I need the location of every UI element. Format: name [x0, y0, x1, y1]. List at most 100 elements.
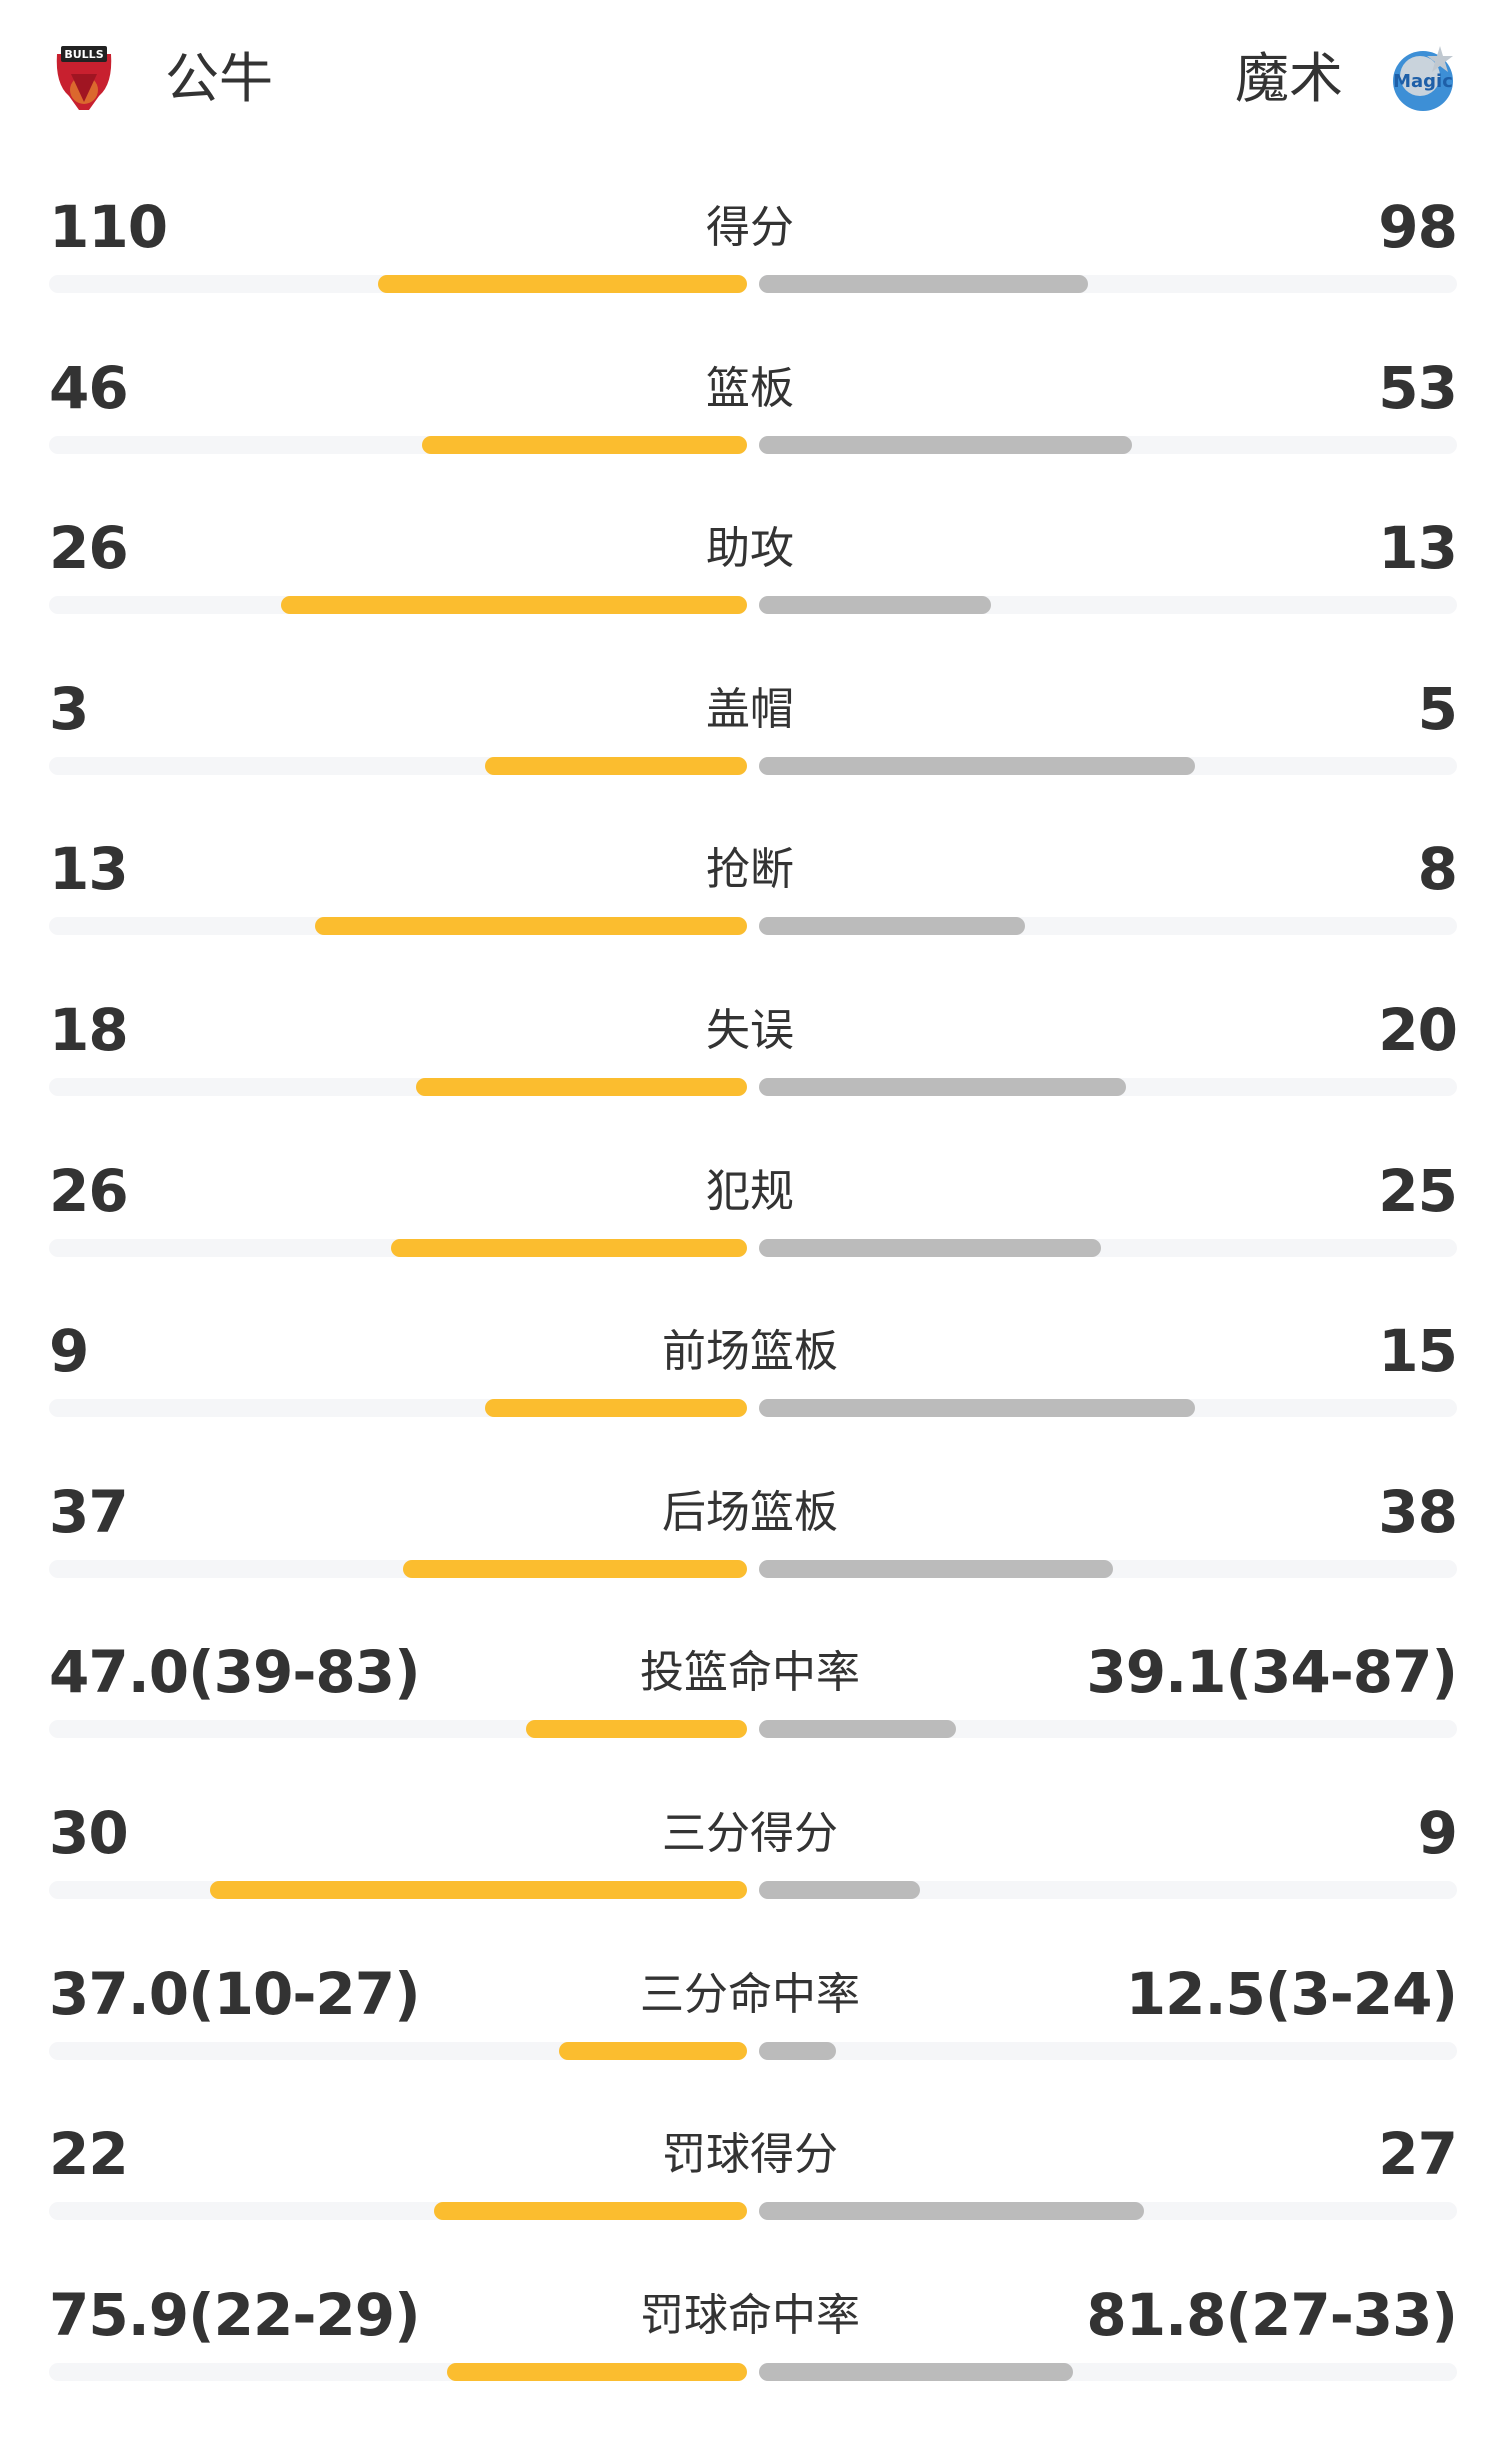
stat-label: 抢断 [706, 844, 794, 896]
away-bar-track [759, 1720, 1457, 1739]
home-bar-track [49, 917, 747, 936]
svg-text:Magic: Magic [1393, 71, 1453, 92]
home-bar-track [49, 1238, 747, 1257]
away-bar-track [759, 275, 1457, 293]
home-value: 26 [49, 1156, 129, 1225]
home-value: 110 [49, 193, 168, 261]
stat-label: 后场篮板 [662, 1486, 838, 1538]
away-bar-track [759, 2362, 1457, 2381]
away-value: 9 [1417, 1799, 1458, 1867]
home-value: 37.0(10-27) [49, 1959, 421, 2028]
stat-label: 失误 [706, 1005, 794, 1056]
away-value: 98 [1378, 193, 1458, 261]
home-value: 3 [49, 674, 89, 743]
stat-row: 47.0(39-83) 投篮命中率 39.1(34-87) [0, 1637, 1500, 1797]
stat-label: 三分命中率 [640, 1968, 860, 2020]
away-bar [759, 1399, 1196, 1418]
home-bar [391, 1238, 747, 1257]
stat-row: 18 失误 20 [0, 995, 1500, 1155]
home-bar-track [49, 1881, 747, 1899]
away-bar [759, 1078, 1127, 1096]
stat-label: 前场篮板 [662, 1326, 838, 1378]
stat-label: 犯规 [706, 1165, 794, 1217]
away-bar-track [759, 1559, 1457, 1578]
team-header: BULLS 公牛 魔术 Magic [0, 0, 1500, 160]
away-bar-track [759, 596, 1457, 615]
stat-row: 110 得分 98 [0, 192, 1500, 352]
stat-row: 9 前场篮板 15 [0, 1316, 1500, 1476]
home-bar [559, 2041, 747, 2060]
away-bar-track [759, 2202, 1457, 2221]
home-bar [314, 917, 747, 936]
away-bar [759, 2362, 1074, 2381]
home-bar [525, 1720, 747, 1739]
away-bar-track [759, 756, 1457, 775]
home-bar-track [49, 1720, 747, 1739]
home-value: 37 [49, 1477, 129, 1546]
away-bar [759, 435, 1133, 454]
home-bar-track [49, 2202, 747, 2221]
bulls-logo-icon: BULLS [56, 46, 112, 110]
home-bar [377, 275, 747, 293]
away-bar [759, 275, 1088, 293]
away-bar [759, 2202, 1144, 2221]
away-value: 12.5(3-24) [1125, 1959, 1458, 2028]
home-value: 47.0(39-83) [49, 1638, 421, 1707]
stat-row: 30 三分得分 9 [0, 1798, 1500, 1958]
away-bar [759, 596, 992, 615]
stat-label: 三分得分 [662, 1808, 838, 1859]
home-bar-track [49, 2362, 747, 2381]
stat-label: 罚球命中率 [640, 2289, 860, 2341]
home-bar-track [49, 2041, 747, 2060]
away-value: 8 [1417, 835, 1458, 904]
home-value: 26 [49, 514, 129, 583]
stat-label: 罚球得分 [662, 2129, 838, 2181]
stat-row: 22 罚球得分 27 [0, 2119, 1500, 2279]
away-bar [759, 1238, 1102, 1257]
home-bar-track [49, 756, 747, 775]
stat-row: 37.0(10-27) 三分命中率 12.5(3-24) [0, 1959, 1500, 2119]
away-value: 5 [1417, 674, 1458, 743]
home-bar [446, 2362, 747, 2381]
home-bar-track [49, 1559, 747, 1578]
stat-row: 13 抢断 8 [0, 834, 1500, 994]
away-bar [759, 1559, 1113, 1578]
away-bar-track [759, 1399, 1457, 1418]
stat-row: 26 助攻 13 [0, 513, 1500, 673]
home-value: 18 [49, 996, 129, 1064]
stat-row: 3 盖帽 5 [0, 674, 1500, 834]
home-bar-track [49, 1078, 747, 1096]
stat-label: 投篮命中率 [640, 1647, 860, 1699]
away-value: 39.1(34-87) [1086, 1638, 1458, 1707]
away-value: 20 [1378, 996, 1458, 1064]
away-value: 38 [1378, 1477, 1458, 1546]
away-value: 25 [1378, 1156, 1458, 1225]
svg-text:BULLS: BULLS [64, 48, 103, 61]
away-value: 13 [1378, 514, 1458, 583]
stat-row: 26 犯规 25 [0, 1156, 1500, 1316]
home-bar-track [49, 596, 747, 615]
home-bar [422, 435, 747, 454]
stat-row: 37 后场篮板 38 [0, 1477, 1500, 1637]
home-value: 30 [49, 1799, 129, 1867]
away-bar-track [759, 1881, 1457, 1899]
stat-label: 盖帽 [706, 683, 794, 735]
away-bar-track [759, 1238, 1457, 1257]
home-value: 75.9(22-29) [49, 2280, 421, 2349]
home-bar-track [49, 1399, 747, 1418]
stat-row: 75.9(22-29) 罚球命中率 81.8(27-33) [0, 2280, 1500, 2440]
away-value: 27 [1378, 2120, 1458, 2189]
away-bar-track [759, 1078, 1457, 1096]
stat-label: 篮板 [706, 362, 794, 414]
home-bar [281, 596, 747, 615]
home-value: 46 [49, 353, 129, 422]
home-team-name: 公牛 [165, 47, 273, 110]
home-bar-track [49, 275, 747, 293]
home-value: 13 [49, 835, 129, 904]
away-value: 53 [1378, 353, 1458, 422]
home-bar [485, 1399, 747, 1418]
magic-logo-icon: Magic [1393, 46, 1453, 111]
away-bar-track [759, 2041, 1457, 2060]
away-bar [759, 2041, 836, 2060]
away-bar [759, 1881, 921, 1899]
